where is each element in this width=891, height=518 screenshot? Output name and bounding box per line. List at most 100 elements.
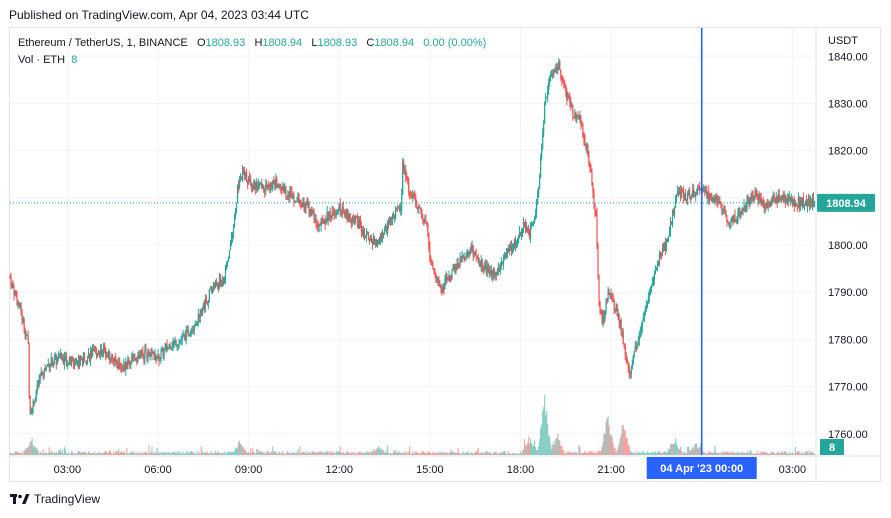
candle-body [612, 296, 614, 300]
candle-body [552, 73, 554, 77]
candle-body [658, 253, 661, 264]
candle-body [483, 267, 485, 271]
candle-body [50, 358, 52, 365]
candle-body [441, 287, 443, 292]
candle-body [489, 270, 491, 275]
volume-bar [179, 451, 181, 455]
volume-bar [46, 453, 48, 455]
candle-body [443, 288, 445, 289]
volume-bar [192, 452, 194, 455]
volume-bar [483, 453, 485, 455]
candle-body [278, 184, 280, 188]
y-tick-label: 1780.00 [828, 334, 868, 346]
volume-bar [604, 434, 606, 455]
volume-bar [129, 452, 131, 455]
candle-body [246, 173, 248, 182]
candle-body [375, 240, 378, 247]
volume-bar [314, 452, 316, 455]
candle-body [72, 360, 75, 364]
candle-body [292, 196, 294, 199]
candle-body [393, 214, 395, 219]
candle-body [724, 206, 726, 211]
volume-bar [559, 440, 561, 455]
volume-bar [274, 451, 276, 455]
volume-bar [386, 445, 389, 455]
volume-bar [532, 446, 535, 455]
candle-body [241, 170, 244, 180]
volume-bar [157, 452, 159, 455]
candle-body [385, 227, 388, 233]
volume-bar [639, 452, 641, 455]
volume-bar [696, 443, 698, 455]
volume-bar [567, 452, 569, 455]
candle-body [640, 327, 642, 331]
volume-bar [222, 452, 225, 455]
volume-bar [717, 453, 719, 455]
volume-label[interactable]: Vol · ETH [18, 54, 66, 66]
volume-bar [475, 451, 477, 455]
volume-bar [162, 453, 164, 455]
volume-bar [313, 451, 315, 455]
volume-bar [509, 453, 512, 455]
candle-body [808, 198, 811, 206]
candle-body [430, 260, 432, 261]
candle-body [605, 299, 607, 312]
volume-bar [465, 452, 467, 455]
candle-body [469, 248, 471, 256]
candle-body [61, 357, 63, 359]
volume-bar [74, 452, 77, 455]
volume-bar [289, 451, 291, 455]
candle-body [146, 353, 148, 359]
candle-body [771, 200, 773, 201]
volume-bar [544, 395, 546, 455]
candle-body [203, 303, 205, 309]
candle-body [336, 211, 338, 213]
volume-bar [161, 451, 163, 455]
volume-bar [636, 453, 638, 455]
candle-body [737, 212, 739, 222]
candle-body [329, 212, 331, 216]
volume-bar [240, 444, 243, 455]
candle-body [755, 190, 757, 193]
volume-bar [69, 453, 72, 455]
candle-body [359, 219, 361, 226]
volume-bar [454, 451, 456, 455]
volume-bar [71, 451, 74, 455]
volume-bar [720, 452, 722, 455]
candle-body [233, 216, 236, 227]
volume-bar [312, 451, 314, 455]
volume-bar [13, 453, 15, 455]
candle-body [747, 197, 749, 199]
candle-body [671, 211, 674, 224]
volume-bar [447, 453, 449, 455]
candle-body [421, 209, 423, 219]
volume-bar [695, 443, 697, 455]
volume-bar [708, 450, 710, 455]
volume-bar [434, 452, 436, 455]
volume-bar [173, 452, 175, 455]
candle-body [313, 212, 315, 220]
volume-bar [59, 448, 61, 455]
volume-bar [561, 446, 563, 455]
symbol-label[interactable]: Ethereum / TetherUS, 1, BINANCE [18, 37, 188, 49]
candle-body [309, 211, 311, 213]
candle-body [495, 271, 497, 276]
candle-body [554, 70, 556, 73]
tradingview-footer[interactable]: TradingView [10, 492, 100, 506]
candle-body [629, 372, 631, 375]
volume-bar [353, 451, 355, 455]
candle-body [726, 216, 728, 222]
candle-body [341, 207, 343, 215]
volume-bar [406, 451, 408, 455]
volume-bar [256, 449, 258, 455]
candle-body [180, 340, 182, 341]
candle-body [673, 207, 676, 214]
volume-bar [598, 451, 600, 455]
volume-value: 8 [71, 54, 78, 66]
volume-bar [495, 451, 497, 455]
volume-bar [261, 451, 263, 455]
volume-bar [9, 453, 11, 455]
candle-body [379, 237, 382, 240]
candle-body [81, 357, 84, 361]
